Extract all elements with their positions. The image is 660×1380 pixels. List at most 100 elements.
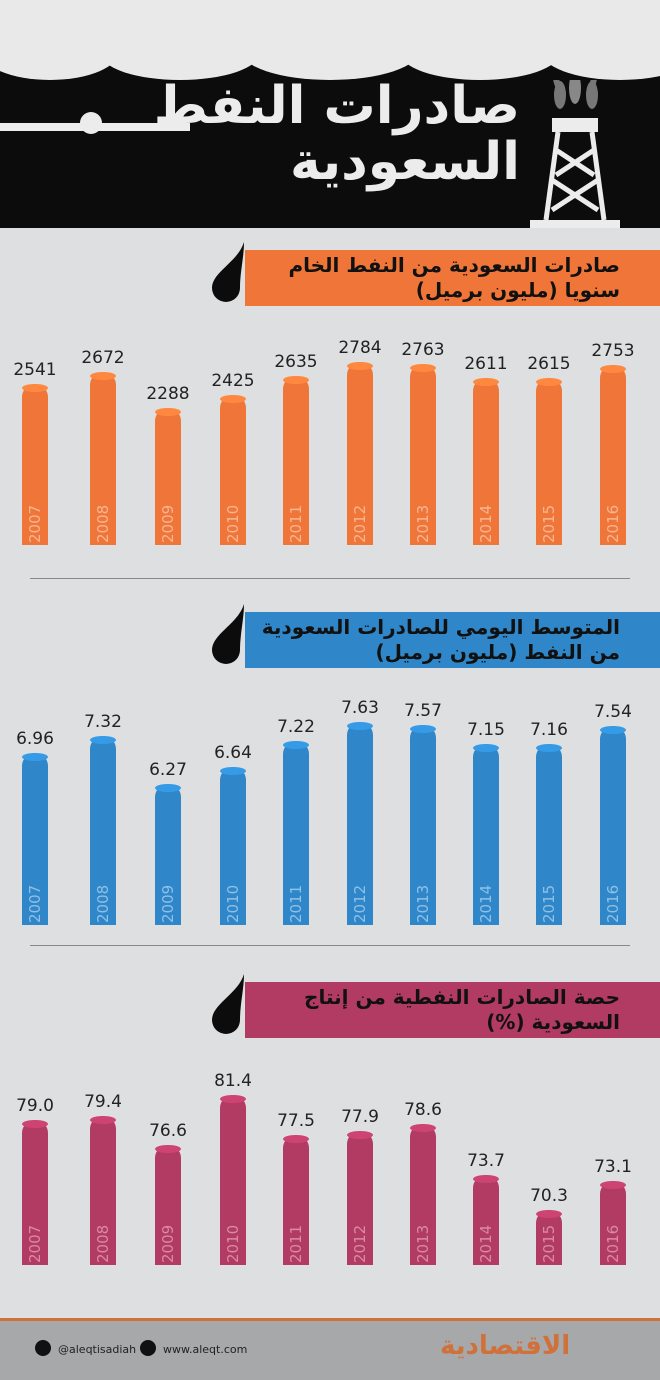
data-label: 6.96 — [16, 728, 54, 749]
bar-2010 — [220, 395, 246, 545]
bar-2012 — [347, 722, 373, 925]
bar-2013 — [410, 724, 436, 925]
data-label: 73.1 — [594, 1157, 632, 1178]
year-label: 2008 — [94, 1224, 112, 1263]
data-label: 77.5 — [277, 1111, 315, 1132]
year-label: 2011 — [287, 884, 305, 923]
bar-2016 — [600, 726, 626, 925]
bar-2008 — [90, 736, 116, 925]
bar-2010 — [220, 767, 246, 925]
year-label: 2007 — [26, 1224, 44, 1263]
bar-2015 — [536, 1210, 562, 1265]
bar-2009 — [155, 784, 181, 925]
data-label: 2425 — [211, 371, 255, 392]
bar-2012 — [347, 362, 373, 545]
year-label: 2009 — [159, 884, 177, 923]
twitter-icon[interactable] — [35, 1340, 51, 1356]
bar-2009 — [155, 407, 181, 545]
year-label: 2012 — [351, 884, 369, 923]
globe-icon[interactable] — [140, 1340, 156, 1356]
data-label: 7.16 — [530, 719, 568, 740]
bar-2016 — [600, 1181, 626, 1265]
bar-2013 — [410, 1124, 436, 1265]
year-label: 2014 — [477, 504, 495, 543]
year-label: 2010 — [224, 884, 242, 923]
year-label: 2008 — [94, 504, 112, 543]
year-label: 2015 — [540, 884, 558, 923]
oil-rig-icon — [530, 80, 620, 228]
bar-2007 — [22, 1119, 48, 1265]
bar-2014 — [473, 743, 499, 925]
data-label: 2784 — [338, 338, 382, 358]
data-label: 2615 — [527, 353, 571, 374]
year-label: 2010 — [224, 1224, 242, 1263]
bar-2008 — [90, 1115, 116, 1265]
bar-2015 — [536, 743, 562, 925]
year-label: 2011 — [287, 504, 305, 543]
valve-icon — [80, 112, 102, 134]
data-label: 73.7 — [467, 1150, 505, 1171]
data-label: 2541 — [13, 360, 57, 381]
oil-drop-icon — [212, 974, 244, 1034]
bar-2007 — [22, 384, 48, 545]
year-label: 2015 — [540, 1224, 558, 1263]
year-label: 2016 — [604, 504, 622, 543]
data-label: 76.6 — [149, 1120, 187, 1141]
year-label: 2013 — [414, 1224, 432, 1263]
data-label: 2635 — [274, 351, 318, 372]
data-label: 2611 — [464, 353, 508, 374]
logo: الاقتصادية — [440, 1331, 571, 1361]
data-label: 2753 — [591, 340, 635, 361]
year-label: 2014 — [477, 1224, 495, 1263]
year-label: 2011 — [287, 1224, 305, 1263]
data-label: 7.22 — [277, 716, 315, 737]
bar-2016 — [600, 364, 626, 545]
year-label: 2012 — [351, 1224, 369, 1263]
chart-title: المتوسط اليومي للصادرات السعودية من النف… — [245, 612, 660, 668]
year-label: 2009 — [159, 1224, 177, 1263]
bar-2009 — [155, 1144, 181, 1265]
data-label: 81.4 — [214, 1071, 252, 1091]
twitter-handle[interactable]: @aleqtisadiah — [58, 1343, 137, 1356]
divider — [30, 945, 630, 946]
year-label: 2014 — [477, 884, 495, 923]
data-label: 7.15 — [467, 719, 505, 740]
year-label: 2013 — [414, 884, 432, 923]
bar-2010 — [220, 1095, 246, 1265]
year-label: 2012 — [351, 504, 369, 543]
bar-2015 — [536, 377, 562, 545]
clouds — [0, 0, 660, 80]
data-label: 7.54 — [594, 702, 632, 723]
year-label: 2009 — [159, 504, 177, 543]
year-label: 2007 — [26, 504, 44, 543]
data-label: 2672 — [81, 348, 125, 369]
year-label: 2016 — [604, 1224, 622, 1263]
data-label: 6.27 — [149, 760, 187, 781]
data-label: 7.63 — [341, 698, 379, 718]
divider — [30, 578, 630, 579]
data-label: 2763 — [401, 339, 445, 360]
oil-drop-icon — [212, 604, 244, 664]
year-label: 2015 — [540, 504, 558, 543]
data-label: 70.3 — [530, 1186, 568, 1207]
bar-2011 — [283, 375, 309, 545]
year-label: 2016 — [604, 884, 622, 923]
data-label: 2288 — [146, 383, 190, 404]
website-link[interactable]: www.aleqt.com — [163, 1343, 248, 1356]
year-label: 2010 — [224, 504, 242, 543]
bar-2007 — [22, 752, 48, 925]
bar-2012 — [347, 1131, 373, 1265]
data-label: 79.4 — [84, 1091, 122, 1112]
data-label: 79.0 — [16, 1095, 54, 1116]
chart-title: صادرات السعودية من النفط الخام سنويا (مل… — [245, 250, 660, 306]
page-title: صادرات النفط السعودية — [153, 76, 520, 192]
data-label: 77.9 — [341, 1107, 379, 1128]
bar-2011 — [283, 740, 309, 925]
year-label: 2007 — [26, 884, 44, 923]
oil-drop-icon — [212, 242, 244, 302]
chart-title: حصة الصادرات النفطية من إنتاج السعودية (… — [245, 982, 660, 1038]
year-label: 2013 — [414, 504, 432, 543]
year-label: 2008 — [94, 884, 112, 923]
bar-2011 — [283, 1135, 309, 1265]
bar-2013 — [410, 363, 436, 545]
